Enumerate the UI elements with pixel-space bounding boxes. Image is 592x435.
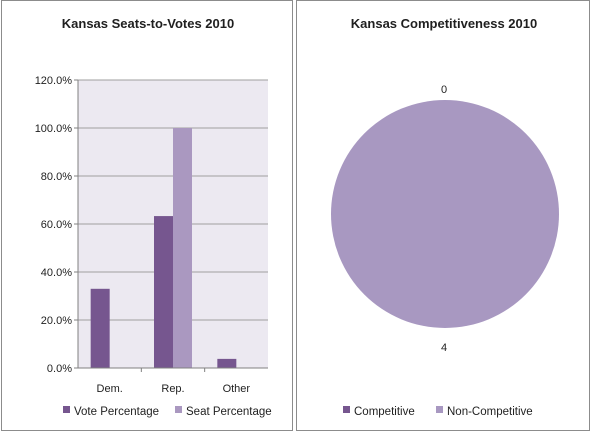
x-tick-label: Dem. — [97, 383, 123, 395]
legend-swatch-vote-percentage — [63, 406, 70, 413]
x-tick-label: Rep. — [161, 383, 184, 395]
pie-data-label-competitive: 0 — [441, 84, 447, 96]
seats-to-votes-chart: Kansas Seats-to-Votes 2010 0.0% 20.0% 40.0… — [35, 16, 272, 418]
y-tick-label: 20.0% — [41, 315, 72, 327]
y-tick-label: 120.0% — [35, 75, 73, 87]
legend-label-vote-percentage: Vote Percentage — [74, 406, 159, 418]
pie-slice-non-competitive — [331, 100, 559, 328]
competitiveness-chart: Kansas Competitiveness 2010 0 4 Competit… — [331, 16, 559, 418]
chart-legend: Competitive Non-Competitive — [343, 406, 533, 418]
legend-label-non-competitive: Non-Competitive — [447, 406, 533, 418]
y-tick-label: 80.0% — [41, 171, 72, 183]
bar-vote-percentage-rep — [154, 216, 173, 368]
chart-title: Kansas Competitiveness 2010 — [351, 16, 537, 31]
legend-label-seat-percentage: Seat Percentage — [186, 406, 272, 418]
pie-data-label-non-competitive: 4 — [441, 342, 447, 354]
legend-swatch-competitive — [343, 406, 350, 413]
legend-swatch-non-competitive — [436, 406, 443, 413]
y-tick-label: 100.0% — [35, 123, 73, 135]
legend-swatch-seat-percentage — [175, 406, 182, 413]
y-tick-label: 60.0% — [41, 219, 72, 231]
chart-legend: Vote Percentage Seat Percentage — [63, 406, 272, 418]
competitiveness-chart-panel: Kansas Competitiveness 2010 0 4 Competit… — [296, 0, 590, 431]
chart-title: Kansas Seats-to-Votes 2010 — [62, 16, 234, 31]
seats-to-votes-chart-panel: Kansas Seats-to-Votes 2010 0.0% 20.0% 40.0… — [1, 0, 293, 431]
y-tick-label: 0.0% — [47, 363, 72, 375]
legend-label-competitive: Competitive — [354, 406, 415, 418]
y-tick-label: 40.0% — [41, 267, 72, 279]
bar-vote-percentage-dem — [90, 288, 110, 368]
bar-seat-percentage-rep — [173, 128, 192, 368]
bar-vote-percentage-other — [217, 358, 237, 368]
x-tick-label: Other — [223, 383, 251, 395]
